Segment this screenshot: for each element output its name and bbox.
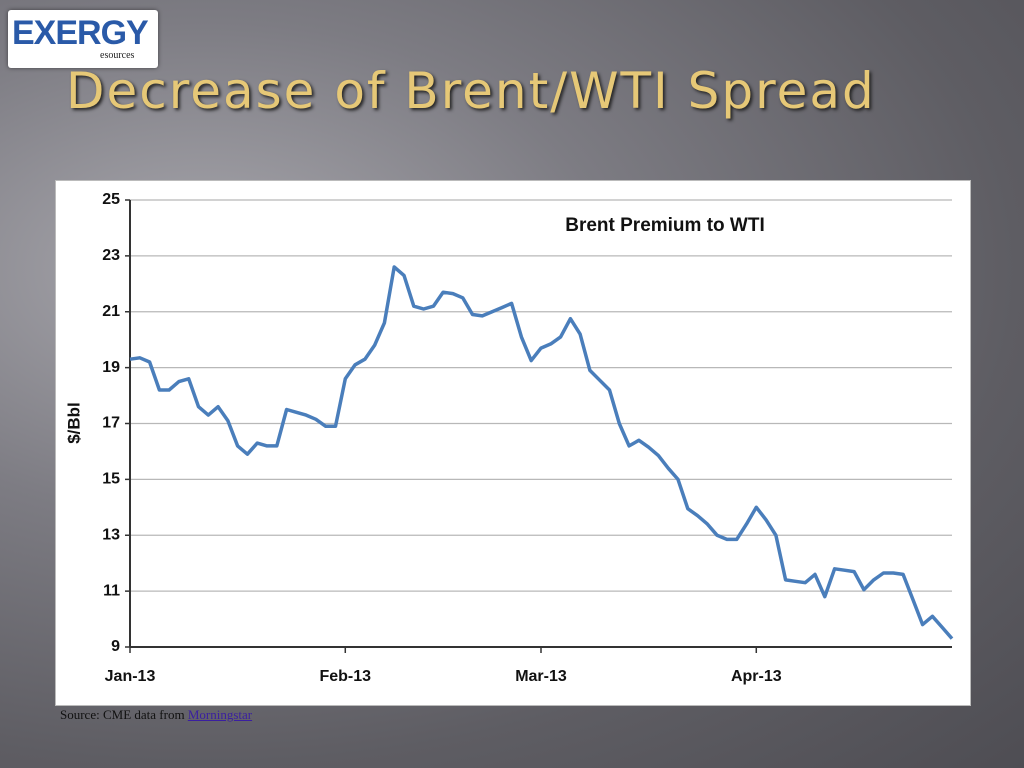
data-line (129, 265, 954, 640)
y-tick-label: 19 (102, 359, 120, 376)
y-tick-label: 17 (102, 415, 120, 432)
chart: Brent Premium to WTI $/Bbl 9 11 13 15 17 19 21… (55, 180, 971, 706)
source-note: Source: CME data from Morningstar (60, 707, 252, 723)
chart-title: Brent Premium to WTI (565, 215, 765, 236)
source-text: Source: CME data from (60, 707, 185, 722)
logo-sub: esources (100, 50, 135, 61)
y-tick-label: 11 (103, 582, 120, 599)
source-link[interactable]: Morningstar (187, 707, 253, 722)
y-tick-label: 15 (102, 471, 120, 488)
logo: EXERGY esources (8, 10, 158, 68)
y-tick-label: 13 (102, 526, 120, 543)
y-axis-label: $/Bbl (64, 402, 83, 444)
x-tick-label: Feb-13 (319, 668, 371, 685)
y-tick-label: 23 (102, 247, 120, 264)
logo-name: EXERGY (12, 14, 149, 52)
x-tick-label: Apr-13 (731, 668, 782, 685)
y-tick-label: 9 (111, 638, 120, 655)
x-tick-label: Mar-13 (515, 668, 567, 685)
chart-background (55, 180, 971, 706)
y-tick-label: 25 (102, 191, 120, 208)
x-tick-label: Jan-13 (105, 668, 156, 685)
y-tick-label: 21 (102, 303, 120, 320)
slide-title: Decrease of Brent/WTI Spread (66, 62, 876, 120)
